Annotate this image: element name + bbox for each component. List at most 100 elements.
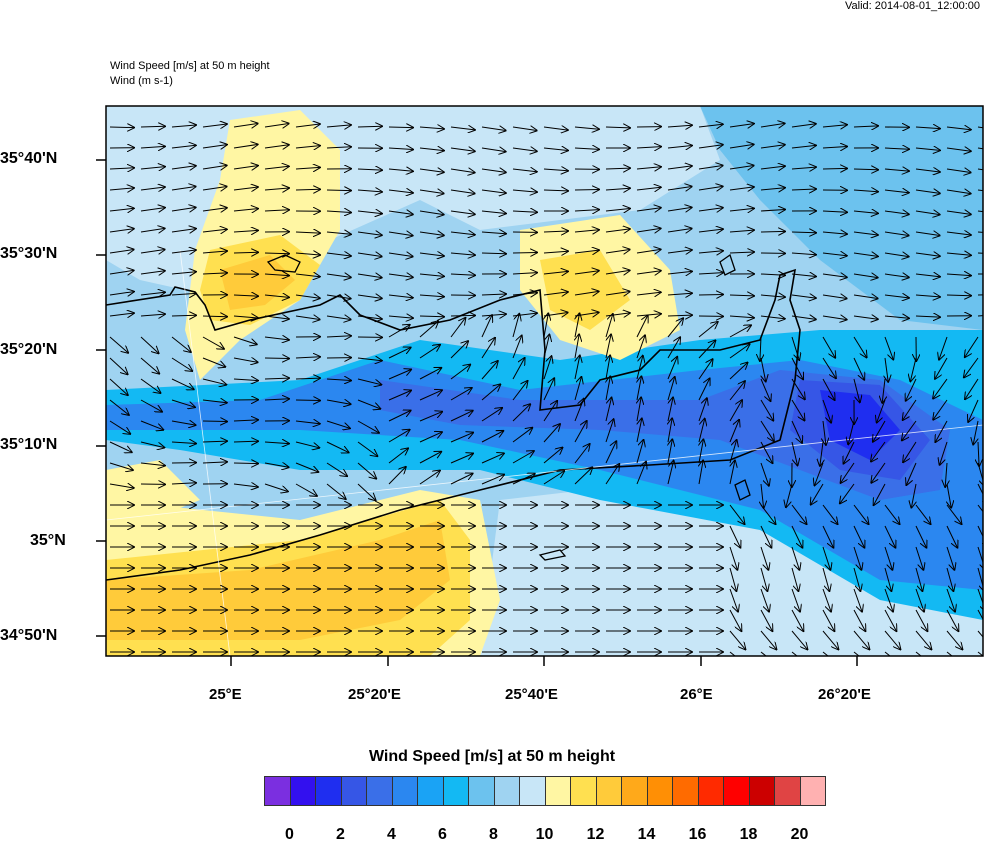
wind-arrow	[357, 295, 382, 298]
wind-arrow	[946, 609, 958, 631]
wind-arrow	[811, 483, 824, 505]
colorbar-tick-label: 20	[790, 826, 809, 843]
wind-arrow	[698, 124, 723, 127]
wind-arrow	[636, 314, 661, 316]
wind-arrow	[853, 232, 878, 235]
wind-arrow	[822, 525, 833, 548]
vector-title: Wind (m s-1)	[110, 75, 173, 87]
wind-arrow	[977, 504, 983, 513]
wind-arrow	[357, 274, 382, 278]
wind-arrow	[791, 420, 802, 443]
wind-arrow	[729, 230, 754, 232]
wind-arrow	[357, 232, 382, 235]
wind-arrow	[822, 316, 847, 320]
wind-arrow	[791, 630, 807, 649]
colorbar-tick-label: 2	[336, 826, 345, 843]
wind-arrow	[729, 609, 741, 631]
wind-arrow	[761, 483, 764, 508]
wind-arrow	[233, 124, 258, 128]
wind-arrow	[109, 229, 134, 232]
wind-arrow	[295, 421, 320, 424]
wind-arrow	[791, 295, 816, 298]
wind-arrow	[295, 316, 320, 320]
wind-arrow	[822, 651, 829, 656]
wind-arrow	[202, 251, 227, 253]
wind-arrow	[450, 211, 475, 214]
wind-arrow	[853, 253, 878, 256]
wind-arrow	[884, 525, 895, 548]
wind-arrow	[968, 399, 979, 422]
wind-arrow	[171, 125, 196, 127]
colorbar-swatch	[774, 776, 801, 806]
wind-arrow	[977, 546, 983, 570]
wind-arrow	[946, 253, 971, 255]
wind-arrow	[760, 399, 773, 421]
wind-arrow	[388, 467, 406, 485]
wind-arrow	[233, 484, 258, 487]
wind-arrow	[357, 190, 382, 192]
wind-arrow	[698, 251, 723, 253]
wind-arrow	[140, 399, 162, 412]
wind-arrow	[295, 295, 320, 298]
wind-arrow	[977, 567, 983, 591]
wind-arrow	[822, 378, 835, 400]
wind-arrow	[853, 336, 867, 357]
wind-arrow	[915, 546, 923, 570]
wind-arrow	[171, 378, 194, 389]
wind-arrow	[933, 378, 948, 399]
wind-arrow	[171, 207, 196, 211]
wind-arrow	[760, 504, 776, 524]
wind-arrow	[481, 211, 506, 214]
wind-arrow	[574, 291, 599, 295]
wind-arrow	[822, 274, 847, 277]
wind-arrow	[450, 454, 473, 464]
wind-arrow	[760, 462, 769, 486]
wind-arrow	[171, 421, 196, 425]
wind-arrow	[822, 588, 831, 612]
wind-arrow	[915, 253, 940, 256]
wind-arrow	[760, 123, 785, 127]
wind-arrow	[636, 271, 661, 274]
wind-arrow	[233, 420, 258, 421]
wind-arrow	[512, 358, 525, 380]
wind-arrow	[605, 209, 630, 212]
wind-arrow	[840, 483, 855, 503]
wind-arrow	[481, 408, 502, 422]
colorbar-swatch	[315, 776, 342, 806]
wind-arrow	[574, 421, 587, 443]
wind-arrow	[326, 441, 349, 452]
wind-arrow	[543, 335, 549, 359]
wind-arrow	[791, 588, 800, 612]
wind-arrow	[171, 250, 196, 253]
wind-arrow	[388, 348, 411, 359]
wind-arrow	[729, 208, 754, 211]
wind-arrow	[171, 187, 196, 191]
wind-arrow	[636, 187, 661, 190]
lat-label-5: 34°50'N	[0, 627, 58, 644]
wind-arrow	[481, 148, 506, 152]
wind-arrow	[419, 452, 441, 464]
wind-arrow	[543, 127, 568, 130]
wind-arrow	[264, 316, 289, 319]
wind-arrow	[853, 504, 869, 524]
wind-arrow	[977, 126, 983, 129]
wind-arrow	[698, 186, 723, 190]
wind-arrow	[729, 546, 737, 570]
wind-arrow	[667, 318, 683, 338]
wind-arrow	[874, 483, 886, 505]
wind-arrow	[419, 211, 444, 215]
wind-arrow	[264, 463, 289, 467]
wind-arrow	[884, 588, 893, 612]
wind-arrow	[543, 231, 568, 232]
wind-arrow	[946, 148, 971, 151]
wind-arrow	[388, 370, 411, 380]
wind-arrow	[543, 471, 564, 485]
lon-label-3: 26°E	[680, 686, 713, 703]
wind-arrow	[233, 441, 258, 442]
wind-arrow	[543, 169, 568, 171]
wind-arrow	[326, 336, 351, 337]
wind-arrow	[450, 411, 473, 422]
wind-arrow	[295, 274, 320, 277]
colorbar-tick-label: 4	[387, 826, 396, 843]
wind-arrow	[729, 567, 736, 591]
